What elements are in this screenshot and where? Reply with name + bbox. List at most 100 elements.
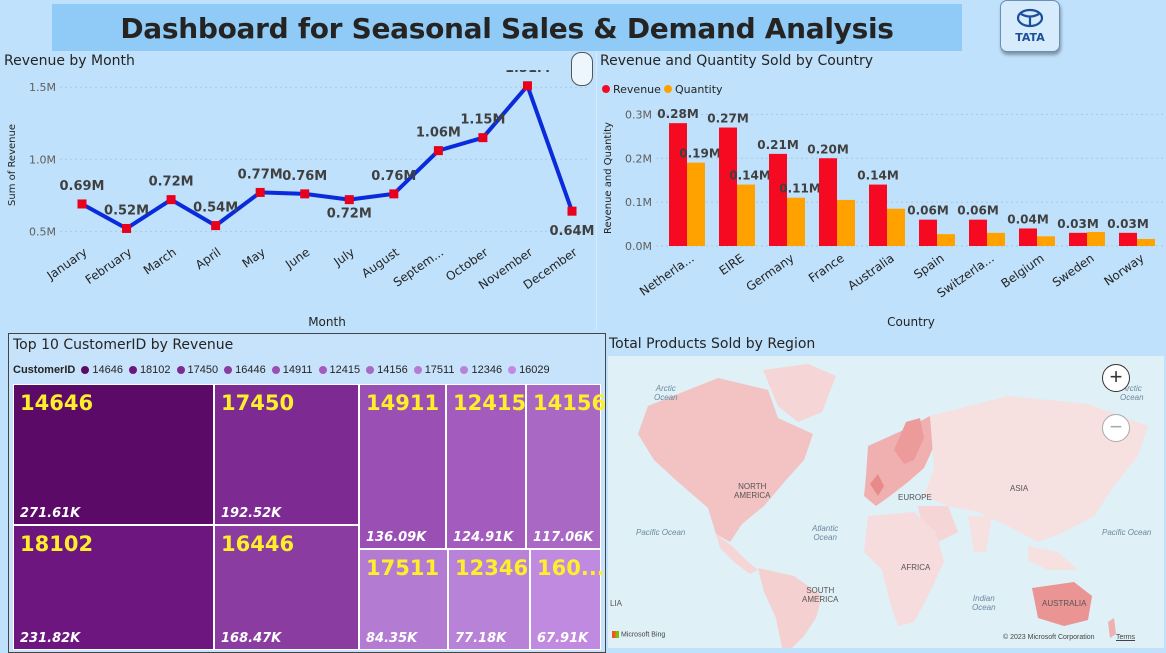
revenue-bar (819, 158, 837, 246)
x-tick-label: April (193, 245, 224, 272)
y-tick-label: 1.5M (29, 81, 56, 94)
tile-revenue: 84.35K (366, 631, 418, 646)
treemap-tile[interactable]: 16446 168.47K (214, 525, 359, 650)
data-label: 0.77M (238, 167, 283, 182)
quantity-bar (887, 208, 905, 246)
data-label: 1.51M (505, 70, 550, 76)
tile-customer-id: 160... (537, 556, 605, 580)
tile-revenue: 124.91K (453, 530, 514, 545)
region-map[interactable]: Arctic Ocean Arctic Ocean NORTH AMERICA … (608, 356, 1164, 648)
map-label-asia: ASIA (1010, 484, 1029, 493)
revenue-data-label: 0.14M (857, 169, 899, 183)
data-point (433, 146, 443, 156)
map-label-australia: AUSTRALIA (1042, 599, 1087, 608)
panel-toggle-button[interactable] (571, 52, 593, 86)
map-label-pacific-right: Pacific Ocean (1102, 528, 1152, 537)
data-point (122, 223, 132, 233)
quantity-bar (737, 184, 755, 246)
data-label: 0.72M (149, 175, 194, 190)
uk-ireland-shape (870, 474, 884, 496)
map-label-south-america: SOUTH AMERICA (802, 586, 839, 604)
treemap: 14646 271.61K 18102 231.82K 17450 192.52K 1644… (13, 384, 606, 650)
legend-dot (271, 366, 280, 375)
map-label-europe: EUROPE (898, 493, 932, 502)
x-tick-label: Septem... (391, 245, 446, 290)
y-axis-title: Sum of Revenue (7, 124, 18, 206)
tata-logo-button[interactable]: TATA (1000, 0, 1060, 52)
treemap-tile[interactable]: 17450 192.52K (214, 384, 359, 525)
zoom-out-button[interactable]: − (1102, 414, 1130, 442)
tile-customer-id: 14646 (20, 391, 94, 415)
treemap-tile[interactable]: 18102 231.82K (13, 525, 214, 650)
map-label-africa: AFRICA (901, 563, 931, 572)
month-chart-title: Revenue by Month (4, 53, 135, 69)
tile-customer-id: 12415 (453, 391, 527, 415)
x-axis-title: Country (887, 315, 935, 329)
legend-dot (81, 366, 90, 375)
legend-marker (602, 85, 610, 93)
y-tick-label: 0.2M (625, 152, 652, 165)
x-tick-label: Spain (911, 251, 946, 282)
treemap-tile[interactable]: 12346 77.18K (448, 549, 530, 650)
tile-customer-id: 17450 (221, 391, 295, 415)
south-america-shape (758, 568, 822, 648)
legend-dot (224, 366, 233, 375)
tile-revenue: 192.52K (221, 506, 282, 521)
quantity-bar (1037, 236, 1055, 246)
treemap-tile[interactable]: 17511 84.35K (359, 549, 448, 650)
x-tick-label: Germany (744, 251, 797, 294)
data-label: 0.76M (371, 169, 416, 184)
bing-logo: Microsoft Bing (612, 631, 665, 638)
revenue-data-label: 0.28M (657, 107, 699, 121)
revenue-line (81, 83, 574, 231)
tata-logo-icon: TATA (1015, 8, 1045, 44)
revenue-bar (969, 219, 987, 246)
treemap-tile[interactable]: 12415 124.91K (446, 384, 526, 549)
treemap-tile[interactable]: 14646 271.61K (13, 384, 214, 525)
revenue-bar (869, 184, 887, 246)
legend-item: 14646 (92, 364, 123, 376)
tile-customer-id: 18102 (20, 532, 94, 556)
treemap-legend: CustomerID 14646 18102 17450 16446 14911 12415… (13, 364, 550, 376)
legend-marker (664, 85, 672, 93)
revenue-data-label: 0.27M (707, 112, 749, 126)
zoom-in-button[interactable]: + (1102, 364, 1130, 392)
tile-customer-id: 14911 (366, 391, 440, 415)
map-label-atlantic: Atlantic Ocean (812, 524, 839, 542)
y-tick-label: 0.0M (625, 240, 652, 253)
australia-shape (1032, 582, 1092, 626)
x-tick-label: June (282, 245, 312, 272)
data-point (300, 189, 310, 199)
legend-item: 12346 (471, 364, 503, 376)
quantity-bar (837, 199, 855, 246)
data-label: 0.54M (193, 201, 238, 216)
data-point (522, 81, 532, 91)
title-banner (52, 4, 962, 51)
country-chart-title: Revenue and Quantity Sold by Country (600, 53, 874, 69)
x-tick-label: Belgium (998, 251, 1046, 291)
data-label: 0.72M (327, 207, 372, 222)
revenue-quantity-by-country-chart: Revenue Quantity 0.0M 0.1M 0.2M 0.3M Revenue a… (602, 83, 1164, 329)
y-axis-title: Revenue and Quantity (603, 122, 614, 234)
y-tick-label: 0.1M (625, 196, 652, 209)
tile-revenue: 136.09K (366, 530, 427, 545)
treemap-tile[interactable]: 14156 117.06K (526, 384, 606, 549)
data-point (255, 187, 265, 197)
legend-dot (508, 366, 517, 375)
map-label-indian: Indian Ocean (972, 594, 996, 612)
x-axis-title: Month (308, 315, 346, 329)
legend-label: Revenue (613, 83, 661, 96)
revenue-data-label: 0.04M (1007, 212, 1049, 226)
revenue-data-label: 0.06M (957, 204, 999, 218)
treemap-tile[interactable]: 160... 67.91K (530, 549, 605, 650)
data-label: 1.15M (460, 113, 505, 128)
customer-treemap-panel: Top 10 CustomerID by Revenue CustomerID 1… (8, 333, 606, 653)
dashboard-title: Dashboard for Seasonal Sales & Demand An… (120, 12, 894, 45)
treemap-tile[interactable]: 14911 136.09K (359, 384, 446, 549)
revenue-data-label: 0.03M (1057, 217, 1099, 231)
map-terms-link[interactable]: Terms (1116, 634, 1136, 641)
legend-item: 14156 (377, 364, 408, 376)
map-title: Total Products Sold by Region (609, 336, 816, 352)
x-tick-label: May (240, 245, 268, 271)
y-tick-label: 0.3M (625, 108, 652, 121)
